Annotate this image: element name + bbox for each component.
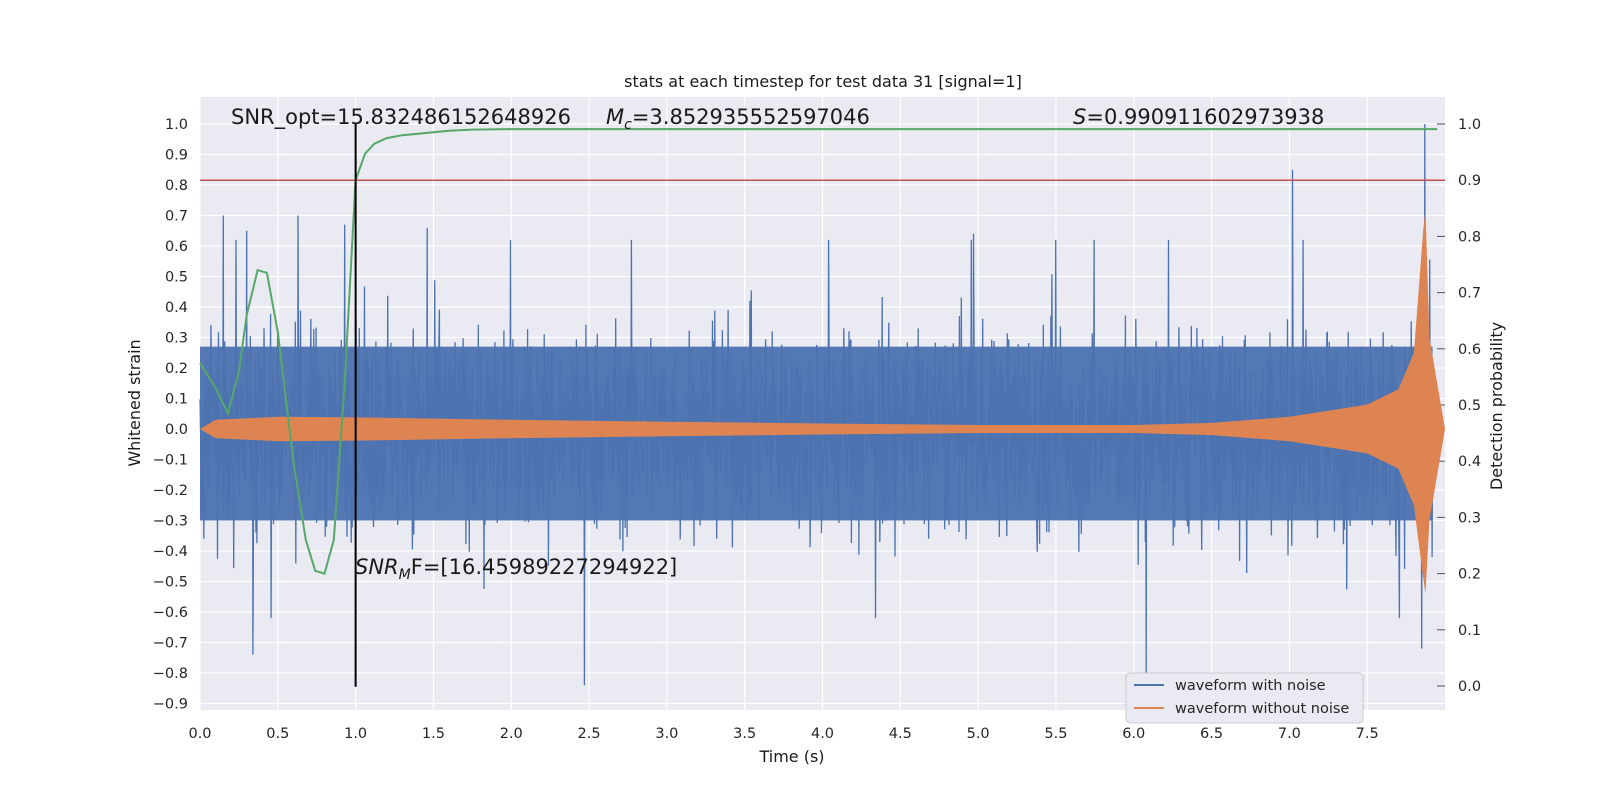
- y2-tick-label: 0.0: [1458, 679, 1481, 695]
- y-tick-label: −0.5: [153, 575, 188, 591]
- x-tick-label: 4.5: [889, 726, 912, 742]
- y-tick-label: −0.2: [153, 483, 188, 499]
- x-tick-label: 2.5: [578, 726, 601, 742]
- x-tick-label: 0.5: [266, 726, 289, 742]
- y-tick-label: 0.9: [165, 148, 188, 164]
- snr-mf-symbol: SNR: [355, 555, 399, 579]
- y2-tick-label: 0.4: [1458, 454, 1481, 470]
- snr-mf-tail: F=[16.45989227294922]: [411, 555, 678, 579]
- y-tick-label: 0.4: [165, 300, 188, 316]
- x-axis-label: Time (s): [758, 747, 824, 766]
- x-tick-label: 3.0: [655, 726, 678, 742]
- x-tick-label: 2.0: [500, 726, 523, 742]
- y-tick-label: −0.3: [153, 514, 188, 530]
- y2-tick-label: 0.3: [1458, 510, 1481, 526]
- legend: waveform with noise waveform without noi…: [1125, 672, 1364, 724]
- y2-tick-label: 1.0: [1458, 117, 1481, 133]
- y-axis-label: Whitened strain: [125, 339, 144, 466]
- y-tick-label: 0.6: [165, 239, 188, 255]
- y-tick-label: 0.8: [165, 178, 188, 194]
- mc-subscript: c: [624, 117, 632, 133]
- x-tick-label: 6.5: [1200, 726, 1223, 742]
- x-tick-label: 3.5: [733, 726, 756, 742]
- x-tick-label: 5.5: [1044, 726, 1067, 742]
- legend-box: [1125, 672, 1364, 724]
- y-tick-label: −0.1: [153, 453, 188, 469]
- y-tick-label: −0.6: [153, 605, 188, 621]
- y-tick-label: −0.8: [153, 666, 188, 682]
- legend-label-noise: waveform with noise: [1175, 678, 1326, 694]
- y-tick-label: 0.2: [165, 361, 188, 377]
- s-symbol: S: [1073, 105, 1086, 129]
- chart-title: stats at each timestep for test data 31 …: [624, 72, 1022, 91]
- y2-axis-label: Detection probability: [1487, 322, 1506, 490]
- y2-tick-label: 0.6: [1458, 342, 1481, 358]
- y-tick-label: −0.4: [153, 544, 188, 560]
- y-tick-label: 0.3: [165, 331, 188, 347]
- annotation-statistic-s: S=0.990911602973938: [1073, 105, 1324, 129]
- x-tick-label: 1.0: [344, 726, 367, 742]
- y2-tick-label: 0.9: [1458, 173, 1481, 189]
- y-tick-label: −0.7: [153, 636, 188, 652]
- x-tick-label: 4.0: [811, 726, 834, 742]
- y-tick-label: 0.7: [165, 209, 188, 225]
- annotation-snr-mf: SNRMF=[16.45989227294922]: [355, 555, 677, 583]
- x-tick-label: 0.0: [188, 726, 211, 742]
- x-tick-label: 1.5: [422, 726, 445, 742]
- y2-tick-label: 0.7: [1458, 286, 1481, 302]
- x-tick-label: 5.0: [967, 726, 990, 742]
- y2-tick-labels: 1.0 0.9 0.8 0.7 0.6 0.5 0.4 0.3 0.2 0.1 0.0: [1458, 117, 1481, 695]
- y2-tick-label: 0.5: [1458, 398, 1481, 414]
- y2-tick-label: 0.2: [1458, 567, 1481, 583]
- x-tick-label: 7.0: [1278, 726, 1301, 742]
- x-tick-label: 6.0: [1122, 726, 1145, 742]
- x-tick-labels: 0.0 0.5 1.0 1.5 2.0 2.5 3.0 3.5 4.0 4.5 5.0 5.5 6.0 6…: [188, 726, 1378, 742]
- mc-symbol: M: [606, 105, 624, 129]
- y-tick-label: 0.0: [165, 422, 188, 438]
- annotation-chirp-mass: Mc=3.852935552597046: [606, 105, 870, 133]
- y-tick-labels: 1.0 0.9 0.8 0.7 0.6 0.5 0.4 0.3 0.2 0.1 0.0 −0.1 −0.…: [153, 117, 188, 713]
- s-value: =0.990911602973938: [1086, 105, 1324, 129]
- y2-tick-label: 0.8: [1458, 229, 1481, 245]
- y-tick-label: 0.5: [165, 270, 188, 286]
- y2-tick-label: 0.1: [1458, 623, 1481, 639]
- mc-value: =3.852935552597046: [632, 105, 870, 129]
- annotation-snr-opt: SNR_opt=15.832486152648926: [231, 105, 571, 130]
- legend-label-clean: waveform without noise: [1175, 701, 1349, 717]
- y-tick-label: 0.1: [165, 392, 188, 408]
- snr-mf-subscript: M: [399, 567, 411, 583]
- y-tick-label: −0.9: [153, 697, 188, 713]
- x-tick-label: 7.5: [1356, 726, 1379, 742]
- y-tick-label: 1.0: [165, 117, 188, 133]
